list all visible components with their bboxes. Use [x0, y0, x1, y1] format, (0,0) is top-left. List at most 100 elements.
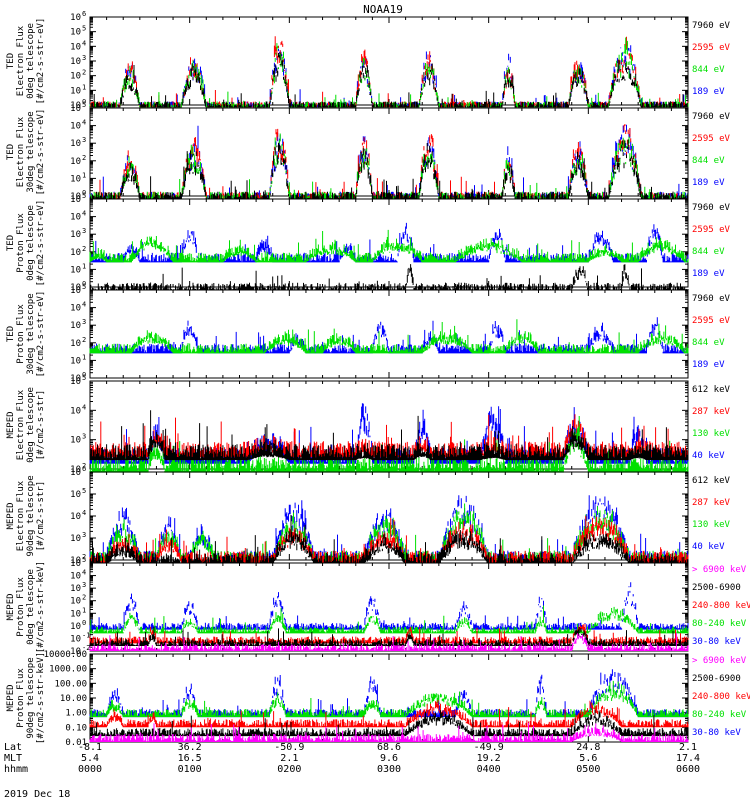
y-axis-label: 90deg telescope — [26, 475, 36, 556]
x-tick-label-hhmm: 0600 — [676, 764, 700, 775]
y-tick-label: 1.00 — [65, 709, 87, 719]
y-axis-label: [#/cm2-s-str-eV] — [36, 109, 46, 196]
y-tick-exponent: 1 — [82, 353, 86, 361]
y-axis-label: Electron Flux — [16, 480, 26, 551]
date-label: 2019 Dec 18 — [4, 789, 70, 800]
x-tick-label-mlt: 17.4 — [676, 753, 700, 764]
y-tick-exponent: 5 — [82, 487, 86, 495]
y-tick-exponent: 0 — [82, 189, 86, 197]
series-black — [89, 52, 689, 108]
y-tick-exponent: 2 — [82, 336, 86, 344]
series-black — [89, 515, 689, 564]
y-axis-label: Proton Flux — [16, 668, 26, 728]
legend-entry: 40 keV — [692, 542, 725, 552]
panel-frame — [89, 198, 689, 288]
y-tick-label: 1000.00 — [49, 665, 87, 675]
x-tick-label-mlt: 2.1 — [280, 753, 298, 764]
y-tick-label: 10 — [70, 174, 81, 184]
y-axis-label: [#/cm2-s-str] — [36, 481, 46, 551]
y-tick-label: 10 — [70, 339, 81, 349]
y-tick-label: 10 — [70, 572, 81, 582]
x-tick-label-hhmm: 0400 — [477, 764, 501, 775]
series-green — [89, 37, 689, 108]
series-blue — [89, 582, 689, 630]
legend-entry: 189 eV — [692, 360, 725, 370]
y-tick-label: 10 — [70, 406, 81, 416]
y-tick-label: 10 — [70, 213, 81, 223]
y-tick-label: 10 — [70, 321, 81, 331]
y-tick-exponent: 1 — [82, 83, 86, 91]
legend-entry: 844 eV — [692, 65, 725, 75]
panel-8: 0.01 0.10 1.00 10.00 100.00 1000.00 10000.00 ME… — [6, 650, 750, 748]
series-green — [89, 319, 689, 354]
legend-entry: 287 keV — [692, 407, 731, 417]
legend-entry: 7960 eV — [692, 21, 731, 31]
x-tick-label-lat: -50.9 — [274, 742, 304, 753]
legend-entry: 80-240 keV — [692, 619, 747, 629]
legend-entry: 189 eV — [692, 269, 725, 279]
y-axis-label: [#/cm2-s-str-keV] — [36, 652, 46, 744]
y-tick-label: 10 — [70, 468, 81, 478]
x-tick-label-hhmm: 0100 — [178, 764, 202, 775]
legend-entry: 30-80 keV — [692, 637, 741, 647]
y-tick-exponent: 3 — [82, 54, 86, 62]
x-row-label: hhmm — [4, 764, 28, 775]
y-tick-exponent: 5 — [82, 192, 86, 200]
y-tick-label: 10 — [70, 512, 81, 522]
series-green — [90, 133, 688, 199]
y-tick-exponent: 4 — [82, 569, 86, 577]
y-tick-exponent: 3 — [82, 318, 86, 326]
x-tick-label-mlt: 5.4 — [81, 753, 99, 764]
y-tick-exponent: 3 — [82, 531, 86, 539]
y-tick-label: 10 — [70, 86, 81, 96]
y-axis-label: [#/cm2-s-str-keV] — [36, 561, 46, 653]
y-axis-label: [#/cm2-s-str-eV] — [36, 291, 46, 378]
y-tick-label: 10 — [70, 559, 81, 569]
legend-entry: 844 eV — [692, 247, 725, 257]
y-tick-exponent: -2 — [82, 644, 90, 652]
y-tick-exponent: 5 — [82, 101, 86, 109]
y-tick-label: 10 — [70, 534, 81, 544]
legend-entry: 2595 eV — [692, 134, 731, 144]
legend-entry: 612 keV — [692, 476, 731, 486]
y-tick-exponent: 3 — [82, 227, 86, 235]
y-tick-exponent: 4 — [82, 39, 86, 47]
y-tick-exponent: 6 — [82, 465, 86, 473]
y-tick-label: 10 — [70, 157, 81, 167]
y-axis-label: MEPED — [6, 593, 16, 620]
series-green — [89, 229, 689, 263]
y-tick-label: 10 — [70, 609, 81, 619]
legend-entry: 2595 eV — [692, 316, 731, 326]
y-tick-label: 10 — [70, 490, 81, 500]
y-tick-label: 10 — [70, 304, 81, 314]
x-tick-label-mlt: 5.6 — [579, 753, 597, 764]
y-tick-label: 10 — [70, 622, 81, 632]
legend-entry: 240-800 keV — [692, 692, 750, 702]
x-axis: LatMLThhmm-8.15.4000036.216.50100-50.92.… — [4, 742, 700, 775]
y-tick-label: 10 — [70, 465, 81, 475]
y-tick-exponent: 0 — [82, 98, 86, 106]
y-tick-label: 10 — [70, 436, 81, 446]
y-tick-exponent: 4 — [82, 509, 86, 517]
x-row-label: Lat — [4, 742, 22, 753]
legend-entry: 612 keV — [692, 385, 731, 395]
y-axis-label: Proton Flux — [16, 577, 26, 637]
y-axis-label: 0deg telescope — [26, 387, 36, 463]
legend-entry: 30-80 keV — [692, 728, 741, 738]
y-tick-exponent: 3 — [82, 581, 86, 589]
x-tick-label-hhmm: 0300 — [377, 764, 401, 775]
series-black — [89, 139, 689, 199]
legend-entry: 189 eV — [692, 178, 725, 188]
y-tick-exponent: 4 — [82, 119, 86, 127]
x-tick-label-lat: 2.1 — [679, 742, 697, 753]
y-tick-exponent: 2 — [82, 245, 86, 253]
legend-entry: > 6900 keV — [692, 656, 747, 666]
y-tick-exponent: 5 — [82, 25, 86, 33]
y-tick-label: 10 — [70, 101, 81, 111]
y-tick-label: 10 — [70, 104, 81, 114]
y-tick-label: 10 — [70, 122, 81, 132]
y-tick-exponent: 4 — [82, 403, 86, 411]
legend-entry: 2595 eV — [692, 225, 731, 235]
y-axis-label: TED — [6, 53, 16, 69]
